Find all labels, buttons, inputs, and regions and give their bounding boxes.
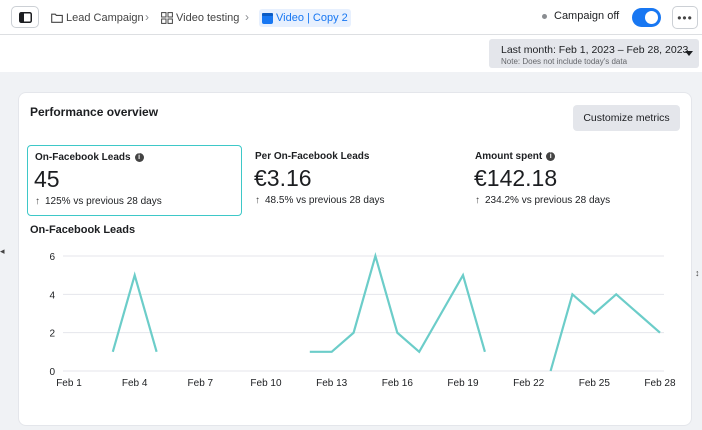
metric-leads-value: 45 — [34, 166, 60, 192]
more-icon: ••• — [677, 10, 693, 25]
folder-icon — [51, 13, 63, 23]
breadcrumb-campaign[interactable]: Lead Campaign — [51, 9, 144, 27]
metric-amount-spent[interactable]: Amount spent i €142.18 ↑ 234.2% vs previ… — [468, 145, 683, 216]
series-line-segment — [309, 251, 486, 354]
series-line-segment — [549, 292, 661, 372]
date-range-label: Last month: Feb 1, 2023 – Feb 28, 2023 — [501, 44, 689, 56]
arrow-up-icon: ↑ — [35, 196, 40, 207]
x-tick-label: Feb 19 — [447, 378, 479, 389]
metric-cost-change-text: 48.5% vs previous 28 days — [265, 195, 385, 206]
metric-leads-label: On-Facebook Leads — [35, 152, 131, 163]
x-tick-label: Feb 1 — [56, 378, 82, 389]
metric-leads[interactable]: On-Facebook Leads i 45 ↑ 125% vs previou… — [27, 145, 242, 216]
x-tick-label: Feb 22 — [513, 378, 545, 389]
left-edge-handle: ◂ — [0, 246, 5, 256]
metric-cost-label-row: Per On-Facebook Leads — [255, 151, 369, 162]
date-range-note: Note: Does not include today's data — [501, 57, 628, 66]
campaign-status-label: Campaign off — [554, 10, 620, 22]
card-title: Performance overview — [30, 105, 159, 119]
ad-icon — [262, 12, 273, 24]
series-line-segment — [111, 271, 158, 353]
metric-leads-change: ↑ 125% vs previous 28 days — [35, 196, 162, 207]
metric-cost-value: €3.16 — [254, 165, 312, 191]
metric-spent-label-row: Amount spent i — [475, 151, 556, 162]
x-tick-label: Feb 13 — [316, 378, 348, 389]
arrow-up-icon: ↑ — [255, 195, 260, 206]
top-bar: Lead Campaign › Video testing › Video | … — [0, 0, 702, 35]
metric-spent-value: €142.18 — [474, 165, 558, 191]
chart-title: On-Facebook Leads — [30, 224, 136, 236]
y-tick-label: 6 — [49, 252, 55, 263]
grid-icon — [161, 12, 173, 24]
campaign-toggle[interactable] — [632, 8, 661, 27]
x-tick-label: Feb 4 — [122, 378, 148, 389]
date-bar: Last month: Feb 1, 2023 – Feb 28, 2023 N… — [0, 35, 702, 72]
y-tick-label: 2 — [49, 329, 55, 340]
breadcrumb-adset-label: Video testing — [176, 12, 240, 24]
toggle-knob — [645, 11, 658, 24]
arrow-up-icon: ↑ — [475, 195, 480, 206]
breadcrumb-ad-label: Video | Copy 2 — [276, 12, 348, 24]
leads-line-chart: 0 2 4 6 Feb 1 Feb 4 Feb 7 Feb 10 Feb 13 Feb 16 Feb… — [49, 251, 676, 389]
metric-cost-label: Per On-Facebook Leads — [255, 151, 370, 162]
info-icon[interactable]: i — [546, 152, 556, 161]
breadcrumb-adset[interactable]: Video testing — [161, 9, 239, 27]
x-tick-label: Feb 28 — [644, 378, 676, 389]
metric-leads-label-row: On-Facebook Leads i — [35, 152, 144, 163]
status-dot-icon — [542, 13, 547, 19]
chevron-right-icon: › — [145, 10, 149, 24]
info-icon[interactable]: i — [134, 153, 144, 162]
metric-spent-label: Amount spent — [475, 151, 543, 162]
y-tick-label: 4 — [49, 290, 55, 301]
right-edge-handle: ↕ — [695, 268, 700, 278]
date-range-selector[interactable]: Last month: Feb 1, 2023 – Feb 28, 2023 N… — [489, 39, 699, 68]
x-tick-label: Feb 16 — [382, 378, 414, 389]
metric-cost-per-lead[interactable]: Per On-Facebook Leads €3.16 ↑ 48.5% vs p… — [248, 145, 463, 216]
x-tick-label: Feb 25 — [579, 378, 611, 389]
caret-down-icon — [685, 51, 693, 56]
x-tick-label: Feb 10 — [250, 378, 282, 389]
customize-metrics-button[interactable]: Customize metrics — [573, 105, 680, 131]
sidebar-toggle-button[interactable] — [11, 6, 39, 28]
breadcrumb-ad[interactable]: Video | Copy 2 — [259, 9, 351, 27]
performance-overview-card: Performance overview Customize metrics O… — [19, 93, 691, 425]
y-tick-label: 0 — [49, 367, 55, 378]
more-options-button[interactable]: ••• — [672, 6, 698, 29]
sidebar-panel-icon — [18, 11, 32, 23]
metric-cost-change: ↑ 48.5% vs previous 28 days — [255, 195, 385, 206]
campaign-status: Campaign off — [542, 10, 619, 22]
chevron-right-icon: › — [245, 10, 249, 24]
metric-leads-change-text: 125% vs previous 28 days — [45, 196, 162, 207]
metric-spent-change-text: 234.2% vs previous 28 days — [485, 195, 611, 206]
breadcrumb-campaign-label: Lead Campaign — [66, 12, 144, 24]
metric-spent-change: ↑ 234.2% vs previous 28 days — [475, 195, 610, 206]
x-tick-label: Feb 7 — [188, 378, 214, 389]
